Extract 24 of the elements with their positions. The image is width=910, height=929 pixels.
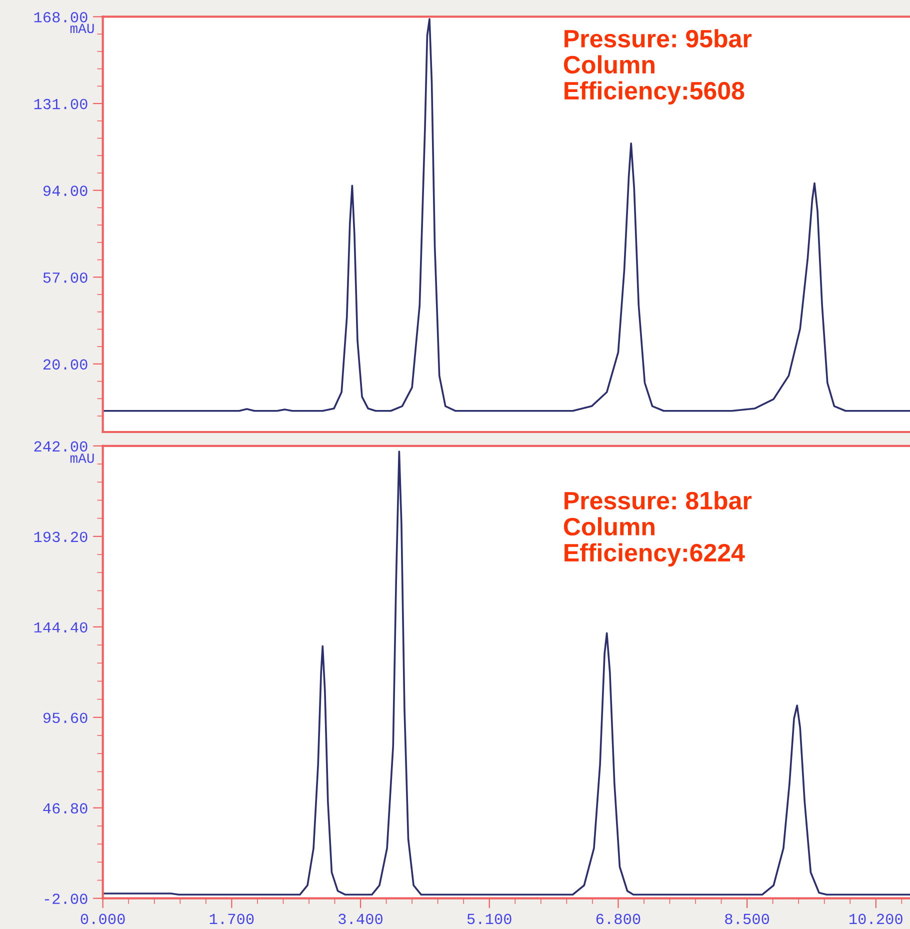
annotation: Pressure: 95bar Column Efficiency:5608	[564, 29, 752, 105]
x-tick-label: 5.100	[467, 914, 512, 924]
y-axis-title: mAU	[70, 454, 94, 463]
x-tick-label: 0.000	[80, 914, 125, 924]
x-tick-label: 6.800	[596, 914, 640, 924]
y-tick-label: 95.60	[43, 712, 88, 724]
y-tick-label: 94.00	[43, 186, 88, 196]
line-series	[102, 450, 910, 896]
y-tick-label: 144.40	[34, 622, 88, 633]
annotation: Pressure: 81bar Column Efficiency:6224	[564, 491, 752, 567]
y-tick-label: 168.00	[34, 12, 88, 22]
x-tick-label: 1.700	[210, 914, 254, 924]
x-tick-label: 8.500	[725, 914, 770, 924]
line-series	[102, 18, 910, 412]
y-axis-title: mAU	[70, 24, 94, 34]
y-tick-label: -2.00	[44, 894, 88, 904]
y-tick-label: 20.00	[43, 359, 88, 370]
y-tick-label: 242.00	[34, 441, 88, 452]
x-tick-label: 3.400	[338, 914, 382, 924]
x-tick-label: 10.200	[849, 914, 902, 924]
y-tick-label: 131.00	[34, 98, 88, 110]
y-tick-label: 193.20	[34, 532, 88, 542]
y-tick-label: 46.80	[43, 803, 88, 814]
y-tick-label: 57.00	[43, 272, 88, 283]
